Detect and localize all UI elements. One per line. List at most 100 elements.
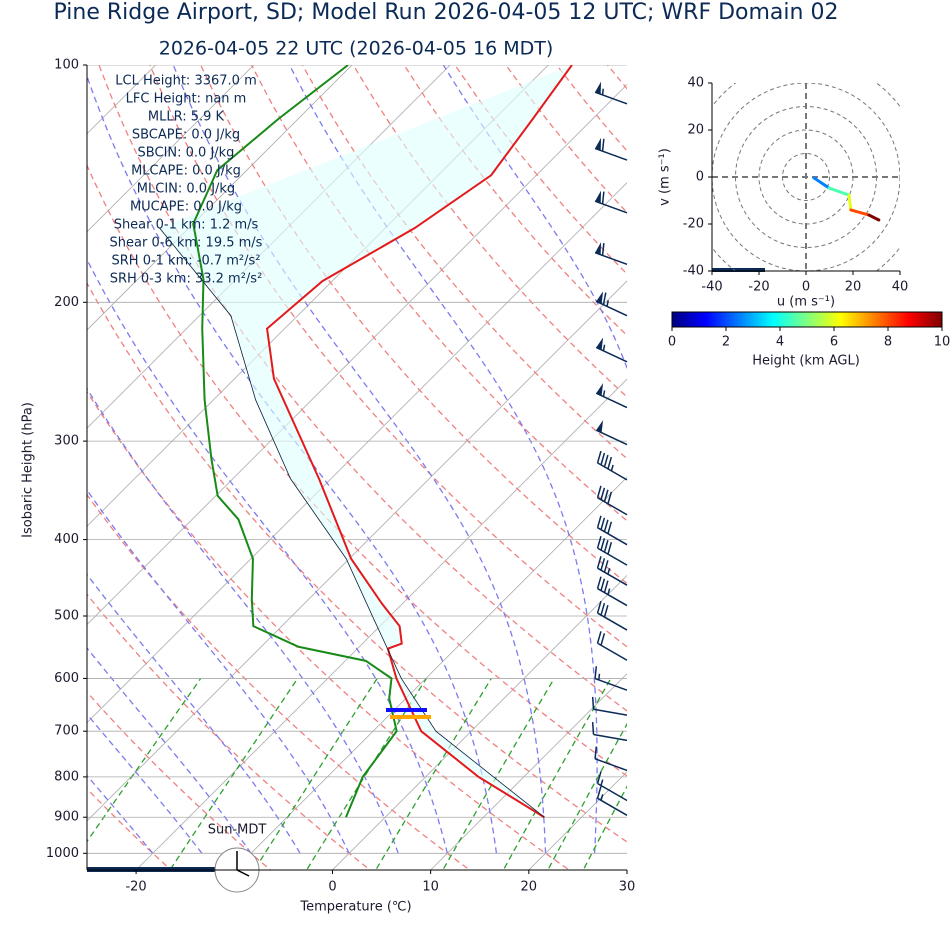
barb-line bbox=[596, 556, 602, 569]
barb-line bbox=[594, 746, 598, 759]
colorbar-cell bbox=[861, 312, 865, 327]
barb-line bbox=[603, 489, 609, 502]
moist-adiabat bbox=[442, 65, 627, 370]
colorbar-cell bbox=[847, 312, 851, 327]
clock-hand bbox=[236, 869, 250, 877]
wind-barb bbox=[594, 242, 628, 266]
moist-adiabat bbox=[87, 387, 399, 854]
x-axis-label: u (m s⁻¹) bbox=[777, 295, 835, 310]
mixing-ratio-line bbox=[169, 678, 299, 870]
colorbar-tick-label: 4 bbox=[776, 335, 784, 350]
barb-line bbox=[591, 722, 595, 735]
wind-barb bbox=[596, 786, 628, 816]
wind-barb bbox=[596, 576, 628, 607]
isotherm bbox=[709, 29, 950, 886]
colorbar-cell bbox=[912, 312, 916, 327]
barb-line bbox=[596, 631, 602, 644]
moist-adiabat bbox=[87, 713, 203, 854]
barb-line bbox=[607, 491, 613, 504]
barb-line bbox=[603, 519, 609, 532]
isotherm bbox=[331, 574, 627, 870]
barb-half bbox=[607, 568, 611, 575]
colorbar-cell bbox=[909, 312, 913, 327]
colorbar-cell bbox=[672, 312, 676, 327]
barb-line bbox=[603, 604, 609, 618]
barb-half bbox=[600, 794, 604, 801]
barb-staff bbox=[594, 91, 628, 105]
x-tick-label: -20 bbox=[748, 280, 769, 295]
wind-barb bbox=[594, 666, 628, 691]
dry-adiabat bbox=[629, 29, 950, 886]
colorbar-cell bbox=[788, 312, 792, 327]
dry-adiabat bbox=[87, 493, 471, 870]
barb-staff bbox=[597, 462, 628, 481]
stat-line: MLCIN: 0.0 J/kg bbox=[137, 182, 235, 197]
wind-barb bbox=[595, 337, 628, 363]
lfc-marker bbox=[390, 715, 431, 719]
stat-line: SRH 0-3 km: 33.2 m²/s² bbox=[110, 272, 263, 287]
wind-barb bbox=[594, 746, 628, 772]
colorbar-cell bbox=[906, 312, 911, 327]
hodo-segment bbox=[812, 176, 831, 190]
barb-line bbox=[600, 558, 606, 571]
dry-adiabat bbox=[87, 163, 627, 777]
stat-line: Shear 0-1 km: 1.2 m/s bbox=[114, 218, 259, 233]
barb-staff bbox=[597, 527, 628, 546]
moist-adiabat bbox=[87, 488, 350, 854]
wind-barb bbox=[591, 696, 628, 716]
colorbar-cell bbox=[931, 312, 935, 327]
colorbar-cell bbox=[723, 312, 727, 327]
colorbar-cell bbox=[893, 312, 897, 327]
barb-line bbox=[600, 602, 606, 616]
barb-line bbox=[596, 771, 602, 784]
colorbar-cell bbox=[790, 312, 794, 327]
colorbar-cell bbox=[877, 312, 881, 327]
colorbar-label: Height (km AGL) bbox=[752, 354, 860, 369]
isotherm bbox=[135, 378, 627, 870]
stat-line: MLLR: 5.9 K bbox=[148, 110, 225, 125]
barb-line bbox=[596, 786, 602, 799]
mixing-ratio-line bbox=[582, 785, 627, 870]
isotherm bbox=[87, 182, 627, 724]
barb-staff bbox=[597, 797, 628, 816]
barb-line bbox=[600, 487, 606, 500]
colorbar-cell bbox=[720, 312, 724, 327]
colorbar-cell bbox=[763, 312, 767, 327]
colorbar-cell bbox=[920, 312, 924, 327]
barb-staff bbox=[597, 587, 628, 607]
barb-half bbox=[602, 344, 606, 352]
barb-flag bbox=[596, 337, 604, 351]
colorbar-cell bbox=[879, 312, 884, 327]
barb-line bbox=[607, 456, 613, 470]
colorbar-cell bbox=[793, 312, 797, 327]
profile-line bbox=[192, 65, 398, 818]
barb-line bbox=[594, 666, 598, 679]
barb-line bbox=[600, 517, 606, 530]
mixing-ratio-line bbox=[253, 678, 378, 870]
wind-barb bbox=[594, 190, 628, 214]
chart-subtitle: 2026-04-05 22 UTC (2026-04-05 16 MDT) bbox=[159, 38, 554, 60]
barb-line bbox=[600, 633, 606, 646]
dry-adiabat bbox=[777, 29, 950, 886]
colorbar-tick-label: 6 bbox=[830, 335, 838, 350]
dry-adiabat bbox=[606, 65, 627, 90]
colorbar-cell bbox=[766, 312, 770, 327]
colorbar-cell bbox=[744, 312, 749, 327]
colorbar-cell bbox=[923, 312, 927, 327]
dry-adiabat bbox=[87, 593, 372, 870]
colorbar-cell bbox=[796, 312, 800, 327]
barb-line bbox=[603, 540, 609, 553]
colorbar-cell bbox=[709, 312, 713, 327]
dry-adiabat bbox=[87, 787, 172, 870]
stat-line: SBCAPE: 0.0 J/kg bbox=[132, 128, 240, 143]
x-tick-label: 30 bbox=[619, 880, 636, 895]
mixing-ratio-line bbox=[375, 678, 492, 870]
wind-barb bbox=[595, 291, 628, 317]
y-tick-label: 500 bbox=[54, 608, 79, 623]
colorbar-cell bbox=[815, 312, 819, 327]
barb-staff bbox=[597, 782, 628, 802]
colorbar-cell bbox=[915, 312, 919, 327]
barb-line bbox=[603, 580, 609, 593]
colorbar-cell bbox=[707, 312, 711, 327]
colorbar-cell bbox=[852, 312, 857, 327]
